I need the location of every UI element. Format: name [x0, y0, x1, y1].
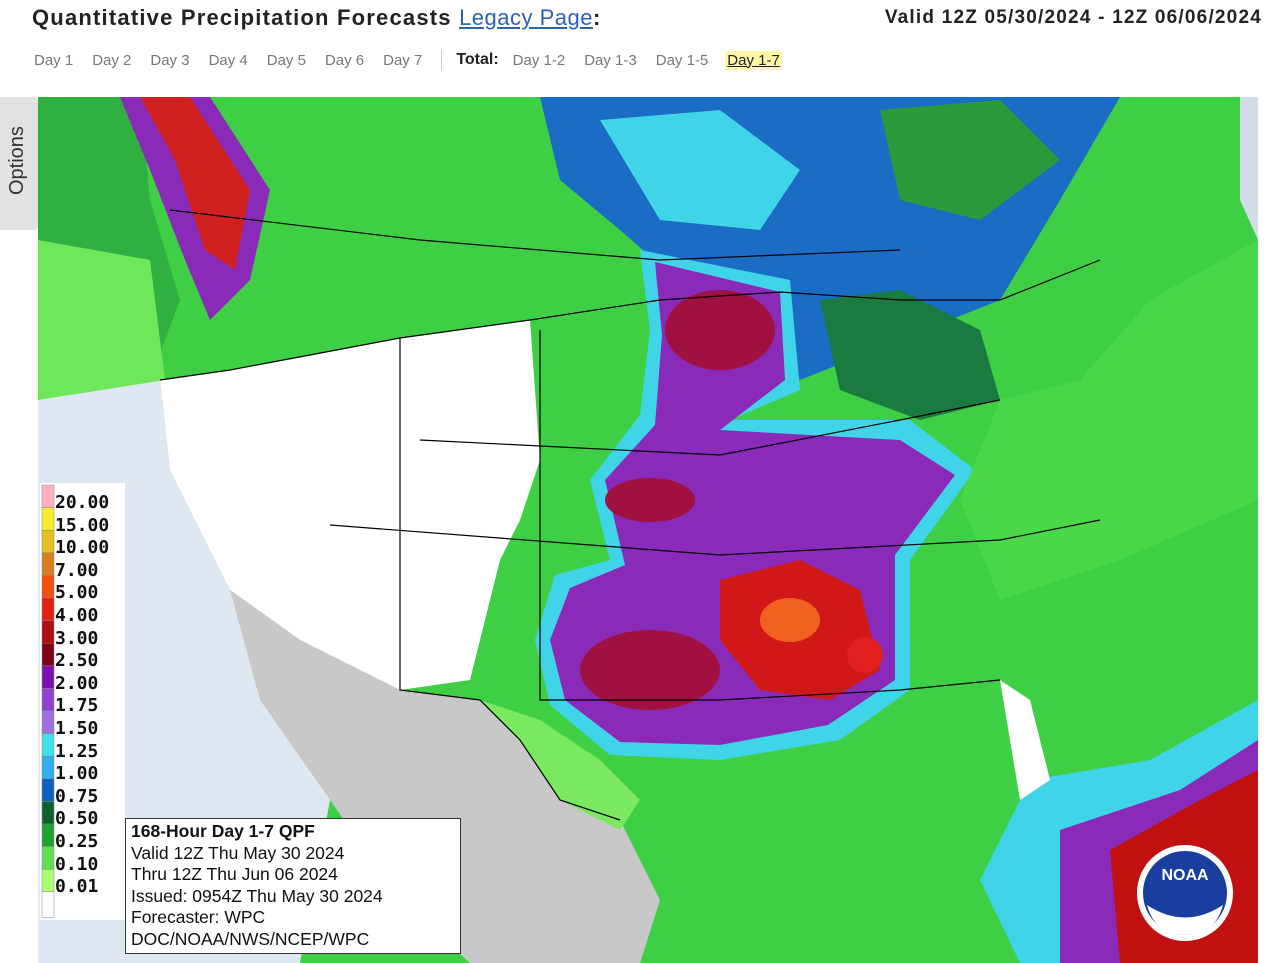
- day-tab[interactable]: Day 6: [324, 51, 365, 69]
- heavy-area: [580, 630, 720, 710]
- total-tab[interactable]: Day 1-5: [655, 51, 709, 69]
- legend-label: 10.00: [55, 537, 110, 559]
- tab-bar: Day 1 Day 2 Day 3 Day 4 Day 5 Day 6 Day 7 Total…: [32, 49, 797, 71]
- map-area: [1000, 680, 1050, 800]
- total-label: Total:: [456, 51, 499, 68]
- legend-label: 0.50: [55, 808, 99, 830]
- legend-label: 15.00: [55, 514, 110, 536]
- title-text: Quantitative Precipitation Forecasts: [32, 5, 452, 30]
- map-area: [880, 100, 1060, 220]
- day-tab[interactable]: Day 3: [150, 51, 190, 69]
- legend-swatch: [41, 665, 55, 689]
- page-title: Quantitative Precipitation Forecasts Leg…: [32, 5, 602, 31]
- wet-area: [600, 110, 800, 230]
- legend-swatch: [41, 755, 55, 780]
- legend-swatch: [41, 642, 55, 667]
- options-label: Options: [6, 126, 28, 195]
- legend-label: 3.00: [55, 627, 99, 649]
- info-box: 168-Hour Day 1-7 QPF Valid 12Z Thu May 30…: [125, 818, 461, 954]
- legend-label: 2.00: [55, 672, 99, 694]
- mexico: [230, 590, 660, 963]
- border-line: [399, 338, 621, 821]
- map-area: [960, 240, 1258, 600]
- border-line: [539, 330, 1001, 701]
- noaa-logo: NOAA: [1137, 845, 1233, 941]
- legend-swatch: [41, 868, 55, 893]
- legend-swatch: [41, 620, 55, 644]
- legend-label: 2.50: [55, 650, 99, 672]
- border-line: [169, 209, 901, 261]
- legend-swatch: [41, 733, 55, 757]
- map-area: [38, 240, 165, 400]
- heavy-area: [605, 478, 695, 522]
- info-line: Issued: 0954Z Thu May 30 2024: [131, 885, 383, 906]
- legend-swatch-none: [41, 891, 55, 919]
- legend-label: 1.50: [55, 717, 99, 739]
- legend-label: 4.00: [55, 604, 99, 626]
- day-tab[interactable]: Day 2: [92, 51, 132, 69]
- borders: [159, 209, 1101, 821]
- border-line: [419, 399, 1001, 456]
- heavy-area: [760, 598, 820, 642]
- legend-labels: 20.00 15.00 10.00 7.00 5.00 4.00 3.00 2.50 2.00 1…: [55, 492, 109, 899]
- legend-swatch: [41, 575, 55, 599]
- day-tab[interactable]: Day 4: [208, 51, 248, 69]
- ocean: [1240, 97, 1258, 240]
- heavy-area: [665, 290, 775, 370]
- legend-swatch: [41, 801, 55, 825]
- legend-label: 0.75: [55, 785, 99, 807]
- info-line: Forecaster: WPC: [131, 907, 266, 928]
- info-line: Thru 12Z Thu Jun 06 2024: [131, 864, 338, 885]
- legend-label: 0.01: [55, 876, 99, 898]
- total-tab[interactable]: Day 1-3: [584, 51, 637, 69]
- total-tab[interactable]: Day 1-2: [512, 51, 566, 69]
- tab-separator: [441, 49, 443, 71]
- legend-swatch: [41, 529, 55, 554]
- qpf-map: NOAA: [38, 97, 1258, 963]
- valid-range: Valid 12Z 05/30/2024 - 12Z 06/06/2024: [884, 7, 1262, 28]
- info-line: 168-Hour Day 1-7 QPF: [131, 821, 315, 841]
- legend-label: 1.00: [55, 763, 99, 785]
- info-line: DOC/NOAA/NWS/NCEP/WPC: [131, 928, 370, 949]
- legend-swatch: [41, 552, 55, 576]
- legend-swatch: [41, 484, 55, 508]
- logo-gull: [1147, 905, 1223, 935]
- legend-swatch: [41, 597, 55, 621]
- border-line: [159, 259, 1101, 381]
- colon: :: [593, 5, 602, 30]
- legend: [40, 483, 125, 920]
- legend-swatch: [41, 688, 55, 712]
- logo-text: NOAA: [1161, 867, 1209, 884]
- legend-label: 7.00: [55, 559, 99, 581]
- legacy-link[interactable]: Legacy Page: [459, 5, 593, 30]
- options-tab[interactable]: Options: [0, 97, 38, 230]
- day-tab[interactable]: Day 1: [34, 51, 74, 69]
- heavy-area: [140, 97, 250, 270]
- legend-label: 5.00: [55, 582, 99, 604]
- legend-label: 1.75: [55, 695, 99, 717]
- map-area: [480, 700, 640, 830]
- legend-label: 1.25: [55, 740, 99, 762]
- day-tab[interactable]: Day 7: [383, 51, 423, 69]
- map-area: [820, 290, 1000, 420]
- legend-swatch: [41, 823, 55, 847]
- legend-swatch: [41, 778, 55, 802]
- total-tab[interactable]: Day 1-7: [725, 50, 782, 70]
- info-line: Valid 12Z Thu May 30 2024: [131, 842, 345, 863]
- day-tab[interactable]: Day 5: [266, 51, 306, 69]
- legend-label: 20.00: [55, 492, 110, 513]
- border-line: [329, 519, 1101, 556]
- legend-label: 0.25: [55, 830, 99, 852]
- legend-swatch: [41, 710, 55, 734]
- legend-swatch: [41, 846, 55, 870]
- legend-label: 0.10: [55, 853, 99, 875]
- heavy-area: [847, 637, 883, 673]
- legend-swatch: [41, 507, 55, 531]
- dry-area: [160, 320, 540, 690]
